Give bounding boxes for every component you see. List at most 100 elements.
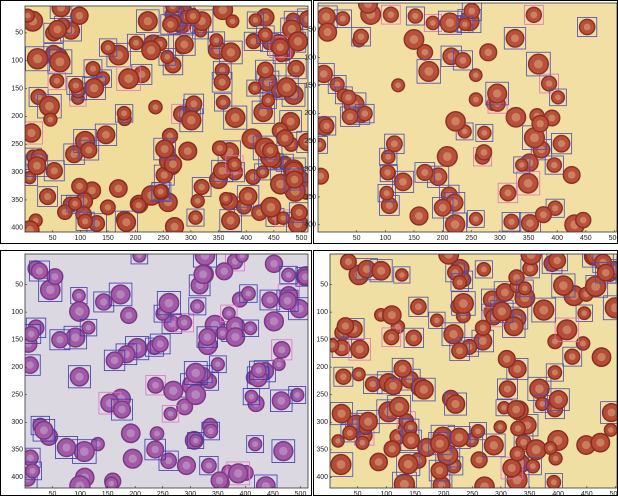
cell-center [399, 365, 407, 373]
cell-center [29, 468, 35, 474]
cell-center [522, 286, 528, 292]
cell-center [158, 188, 164, 194]
cell-center [511, 34, 519, 42]
cell-center [109, 481, 115, 487]
cell-center [294, 37, 302, 45]
cell-center [504, 189, 511, 196]
cell-center [316, 142, 322, 148]
cell-center [33, 162, 41, 170]
cell-center [167, 21, 174, 28]
cell-center [345, 258, 352, 265]
cell-center [324, 28, 332, 36]
cell-center [508, 464, 516, 472]
cell-center [219, 79, 226, 86]
cell-center [519, 162, 524, 167]
cell-center [568, 171, 575, 178]
cell-center [345, 94, 352, 101]
cell-center [105, 204, 112, 211]
x-tick-label: 100 [74, 235, 86, 242]
y-tick-label: 50 [320, 281, 328, 288]
cell-center [457, 279, 463, 285]
cell-center [270, 317, 278, 325]
y-tick-label: 300 [304, 166, 316, 173]
cell-center [484, 49, 492, 57]
cell-center [161, 145, 169, 153]
cell-center [580, 341, 586, 347]
cell-center [553, 257, 560, 264]
y-tick-label: 150 [11, 336, 23, 343]
cell-center [322, 13, 330, 21]
cell-center [488, 296, 496, 304]
cell-center [123, 351, 131, 359]
cell-center [451, 199, 459, 207]
cell-center [384, 190, 390, 196]
cell-center [535, 385, 544, 394]
cell-center [75, 307, 84, 316]
cell-center [76, 12, 84, 20]
cell-center [285, 272, 291, 278]
x-tick-label: 350 [523, 235, 535, 242]
cell-center [226, 310, 232, 316]
cell-center [607, 409, 615, 417]
y-tick-label: 250 [316, 392, 328, 399]
cell-center [199, 270, 207, 278]
cell-center [214, 37, 220, 43]
cell-center [362, 110, 369, 117]
cell-center [46, 286, 55, 295]
cell-center [369, 381, 376, 388]
cell-center [408, 425, 414, 431]
cell-center [455, 433, 463, 441]
cell-center [527, 265, 534, 272]
cell-center [377, 267, 385, 275]
cell-center [72, 201, 78, 207]
cell-center [106, 399, 114, 407]
cell-center [28, 331, 35, 338]
cell-center [256, 367, 263, 374]
cell-center [231, 161, 237, 167]
cell-center [219, 6, 228, 15]
x-tick-label: 250 [157, 235, 169, 242]
cell-center [217, 145, 223, 151]
cell-center [596, 438, 604, 446]
cell-center [388, 334, 395, 341]
y-tick-label: 50 [308, 27, 316, 34]
cell-center [347, 430, 353, 436]
y-tick-label: 350 [316, 447, 328, 454]
cell-center [524, 179, 533, 188]
cell-center [220, 330, 226, 336]
y-tick-label: 300 [316, 419, 328, 426]
cell-center [462, 22, 467, 27]
cell-center [138, 71, 145, 78]
x-tick-label: 500 [609, 235, 618, 242]
cell-center [490, 441, 498, 449]
cell-center [473, 216, 479, 222]
cell-center [192, 369, 200, 377]
cell-center [410, 334, 417, 341]
cell-center [281, 134, 288, 141]
x-tick-label: 250 [465, 235, 477, 242]
cell-center [245, 291, 251, 297]
x-tick-label: 350 [213, 235, 225, 242]
y-tick-label: 150 [316, 336, 328, 343]
cell-center [26, 226, 34, 234]
y-tick-label: 300 [11, 169, 23, 176]
cell-center [510, 322, 518, 330]
cell-center [171, 223, 179, 231]
cell-center [190, 100, 197, 107]
cell-center [184, 147, 192, 155]
cell-center [201, 251, 210, 260]
cell-center [122, 218, 130, 226]
cell-center [51, 167, 58, 174]
y-tick-label: 400 [304, 222, 316, 229]
cell-center [193, 438, 198, 443]
cell-center [514, 365, 522, 373]
y-tick-label: 100 [11, 58, 23, 65]
cell-center [100, 298, 107, 305]
cell-center [27, 129, 35, 137]
cell-center [127, 429, 135, 437]
cell-center [154, 431, 160, 437]
cell-center [452, 269, 459, 276]
cell-center [462, 129, 468, 135]
cell-center [144, 17, 152, 25]
cell-center [552, 370, 558, 376]
